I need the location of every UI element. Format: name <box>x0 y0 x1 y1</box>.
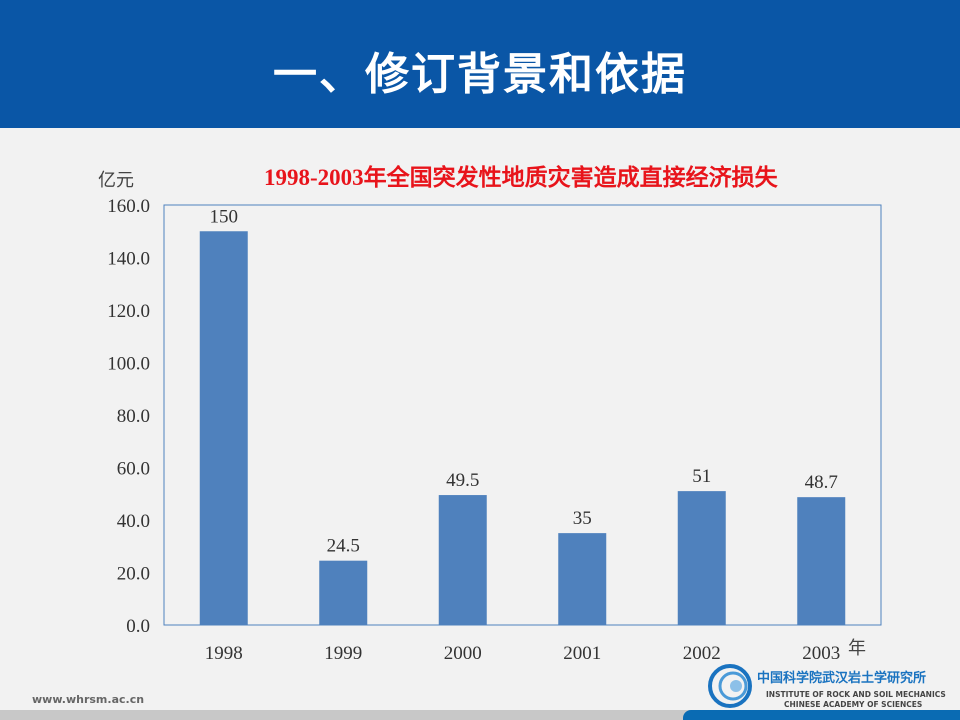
y-tick-label: 40.0 <box>117 511 150 532</box>
bar <box>438 495 487 625</box>
y-tick-label: 80.0 <box>117 406 150 427</box>
y-tick-label: 60.0 <box>117 459 150 480</box>
bar <box>199 231 248 625</box>
header-bar <box>0 0 960 128</box>
logo-text-en1: INSTITUTE OF ROCK AND SOIL MECHANICS <box>766 690 946 699</box>
footer-gray-bar <box>0 710 700 720</box>
data-label: 51 <box>692 466 711 487</box>
data-label: 150 <box>210 206 239 227</box>
x-tick-label: 1998 <box>205 643 243 664</box>
data-label: 24.5 <box>327 536 360 557</box>
data-label: 49.5 <box>446 470 479 491</box>
bar <box>558 533 607 625</box>
x-tick-label: 2000 <box>444 643 482 664</box>
page-title: 一、修订背景和依据 <box>273 49 687 100</box>
x-tick-label: 2002 <box>683 643 721 664</box>
institute-logo-icon <box>708 664 752 708</box>
data-label: 48.7 <box>805 472 838 493</box>
x-tick-label: 2001 <box>563 643 601 664</box>
data-label: 35 <box>573 508 592 529</box>
y-tick-label: 20.0 <box>117 564 150 585</box>
y-tick-label: 160.0 <box>107 196 150 217</box>
logo-text-cn: 中国科学院武汉岩土学研究所 <box>757 671 927 686</box>
x-tick-label: 1999 <box>324 643 362 664</box>
x-tick-label: 2003 <box>802 643 840 664</box>
bar <box>677 491 726 625</box>
chart-title: 1998-2003年全国突发性地质灾害造成直接经济损失 <box>264 165 778 190</box>
x-axis-label: 年 <box>848 638 866 658</box>
plot-area <box>163 204 882 626</box>
website-url: www.whrsm.ac.cn <box>32 693 145 706</box>
bar <box>797 497 846 625</box>
y-tick-label: 100.0 <box>107 354 150 375</box>
y-tick-label: 0.0 <box>126 616 150 637</box>
footer-blue-bar <box>683 710 960 720</box>
y-tick-label: 140.0 <box>107 249 150 270</box>
logo-text-en2: CHINESE ACADEMY OF SCIENCES <box>784 700 923 709</box>
bar <box>319 560 368 625</box>
y-axis-label: 亿元 <box>98 170 134 190</box>
y-tick-label: 120.0 <box>107 301 150 322</box>
